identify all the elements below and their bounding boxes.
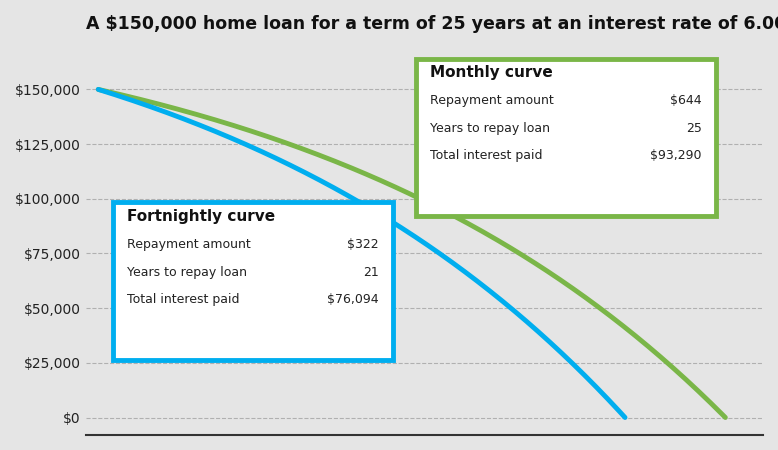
Text: Years to repay loan: Years to repay loan	[430, 122, 550, 135]
Text: $93,290: $93,290	[650, 149, 702, 162]
Text: $322: $322	[347, 238, 379, 252]
Text: 21: 21	[363, 266, 379, 279]
Text: Fortnightly curve: Fortnightly curve	[127, 209, 275, 224]
Text: Repayment amount: Repayment amount	[127, 238, 251, 252]
Text: Repayment amount: Repayment amount	[430, 94, 554, 108]
Text: 25: 25	[686, 122, 702, 135]
Text: Years to repay loan: Years to repay loan	[127, 266, 247, 279]
Text: $644: $644	[670, 94, 702, 108]
Text: Monthly curve: Monthly curve	[430, 65, 553, 80]
Text: Total interest paid: Total interest paid	[430, 149, 543, 162]
Text: A $150,000 home loan for a term of 25 years at an interest rate of 6.00%pa^: A $150,000 home loan for a term of 25 ye…	[86, 15, 778, 33]
Text: $76,094: $76,094	[328, 293, 379, 306]
Text: Total interest paid: Total interest paid	[127, 293, 240, 306]
